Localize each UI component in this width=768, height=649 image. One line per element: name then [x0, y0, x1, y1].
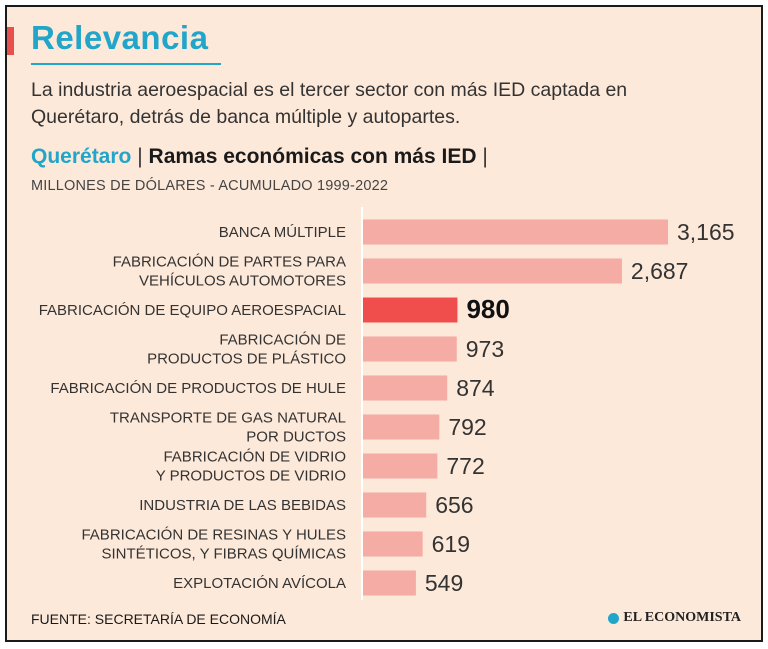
heading-separator: |: [137, 145, 143, 168]
value-label-7: 656: [435, 492, 473, 518]
value-label-4: 874: [456, 375, 495, 401]
value-label-2: 980: [466, 294, 509, 324]
bar-6: [363, 453, 438, 479]
brand-name: EL ECONOMISTA: [623, 610, 741, 625]
value-label-5: 792: [448, 414, 486, 440]
bar-4: [363, 375, 448, 401]
bar-2: [363, 297, 458, 323]
category-label-5: TRANSPORTE DE GAS NATURAL POR DUCTOS: [110, 410, 346, 446]
bar-9: [363, 570, 416, 596]
category-label-7: INDUSTRIA DE LAS BEBIDAS: [139, 497, 346, 514]
brand-logo: EL ECONOMISTA: [608, 610, 741, 626]
category-label-3: FABRICACIÓN DE PRODUCTOS DE PLÁSTICO: [147, 332, 346, 368]
chart-heading: Querétaro | Ramas económicas con más IED…: [31, 145, 488, 169]
value-label-9: 549: [425, 570, 463, 596]
value-label-1: 2,687: [631, 258, 689, 284]
chart-region: Querétaro: [31, 145, 132, 168]
bar-5: [363, 414, 440, 440]
bar-8: [363, 531, 423, 557]
brand-icon: [608, 612, 620, 624]
category-label-1: FABRICACIÓN DE PARTES PARA VEHÍCULOS AUTO…: [113, 254, 346, 290]
bar-7: [363, 492, 427, 518]
title-underline: [31, 63, 221, 65]
bar-3: [363, 336, 457, 362]
bar-1: [363, 258, 622, 284]
category-label-2: FABRICACIÓN DE EQUIPO AEROESPACIAL: [39, 302, 346, 319]
category-label-9: EXPLOTACIÓN AVÍCOLA: [173, 575, 346, 592]
chart-title: Ramas económicas con más IED: [148, 145, 477, 168]
page-title: Relevancia: [31, 19, 209, 56]
category-label-0: BANCA MÚLTIPLE: [219, 224, 346, 241]
value-label-6: 772: [446, 453, 484, 479]
category-label-8: FABRICACIÓN DE RESINAS Y HULES SINTÉTICOS…: [81, 527, 346, 563]
subtitle: La industria aeroespacial es el tercer s…: [31, 79, 628, 128]
chart-units: MILLONES DE DÓLARES - ACUMULADO 1999-202…: [31, 178, 389, 194]
bar-0: [363, 219, 668, 245]
source-note: FUENTE: SECRETARÍA DE ECONOMÍA: [31, 611, 286, 627]
value-label-8: 619: [432, 531, 470, 557]
category-label-4: FABRICACIÓN DE PRODUCTOS DE HULE: [50, 380, 346, 397]
heading-separator-end: |: [482, 145, 488, 168]
title-accent-bar: [7, 27, 14, 55]
value-label-0: 3,165: [677, 219, 735, 245]
infographic-frame: Relevancia La industria aeroespacial es …: [5, 5, 763, 642]
category-label-6: FABRICACIÓN DE VIDRIO Y PRODUCTOS DE VIDR…: [156, 449, 346, 485]
value-label-3: 973: [466, 336, 504, 362]
bar-chart: 3,165 BANCA MÚLTIPLE 2,687 FABRICACIÓN DE P…: [39, 207, 735, 600]
